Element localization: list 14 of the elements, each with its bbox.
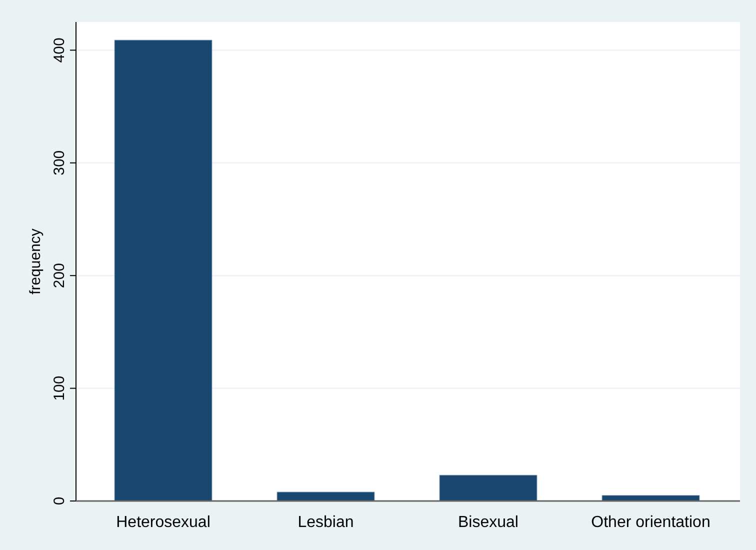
- x-tick-label: Bisexual: [458, 514, 518, 531]
- bar: [276, 492, 375, 502]
- x-tick-label: Lesbian: [298, 514, 354, 531]
- x-tick-label: Heterosexual: [116, 514, 210, 531]
- y-tick-label: 0: [51, 496, 68, 506]
- y-tick-label: 300: [51, 150, 68, 176]
- bar: [114, 40, 212, 502]
- bar: [602, 495, 700, 502]
- x-tick-label: Other orientation: [591, 514, 710, 531]
- y-tick-label: 200: [51, 263, 68, 288]
- y-tick-label: 400: [51, 38, 68, 63]
- bar: [439, 474, 538, 502]
- y-tick-label: 100: [51, 376, 68, 401]
- y-axis-title: frequency: [27, 228, 44, 294]
